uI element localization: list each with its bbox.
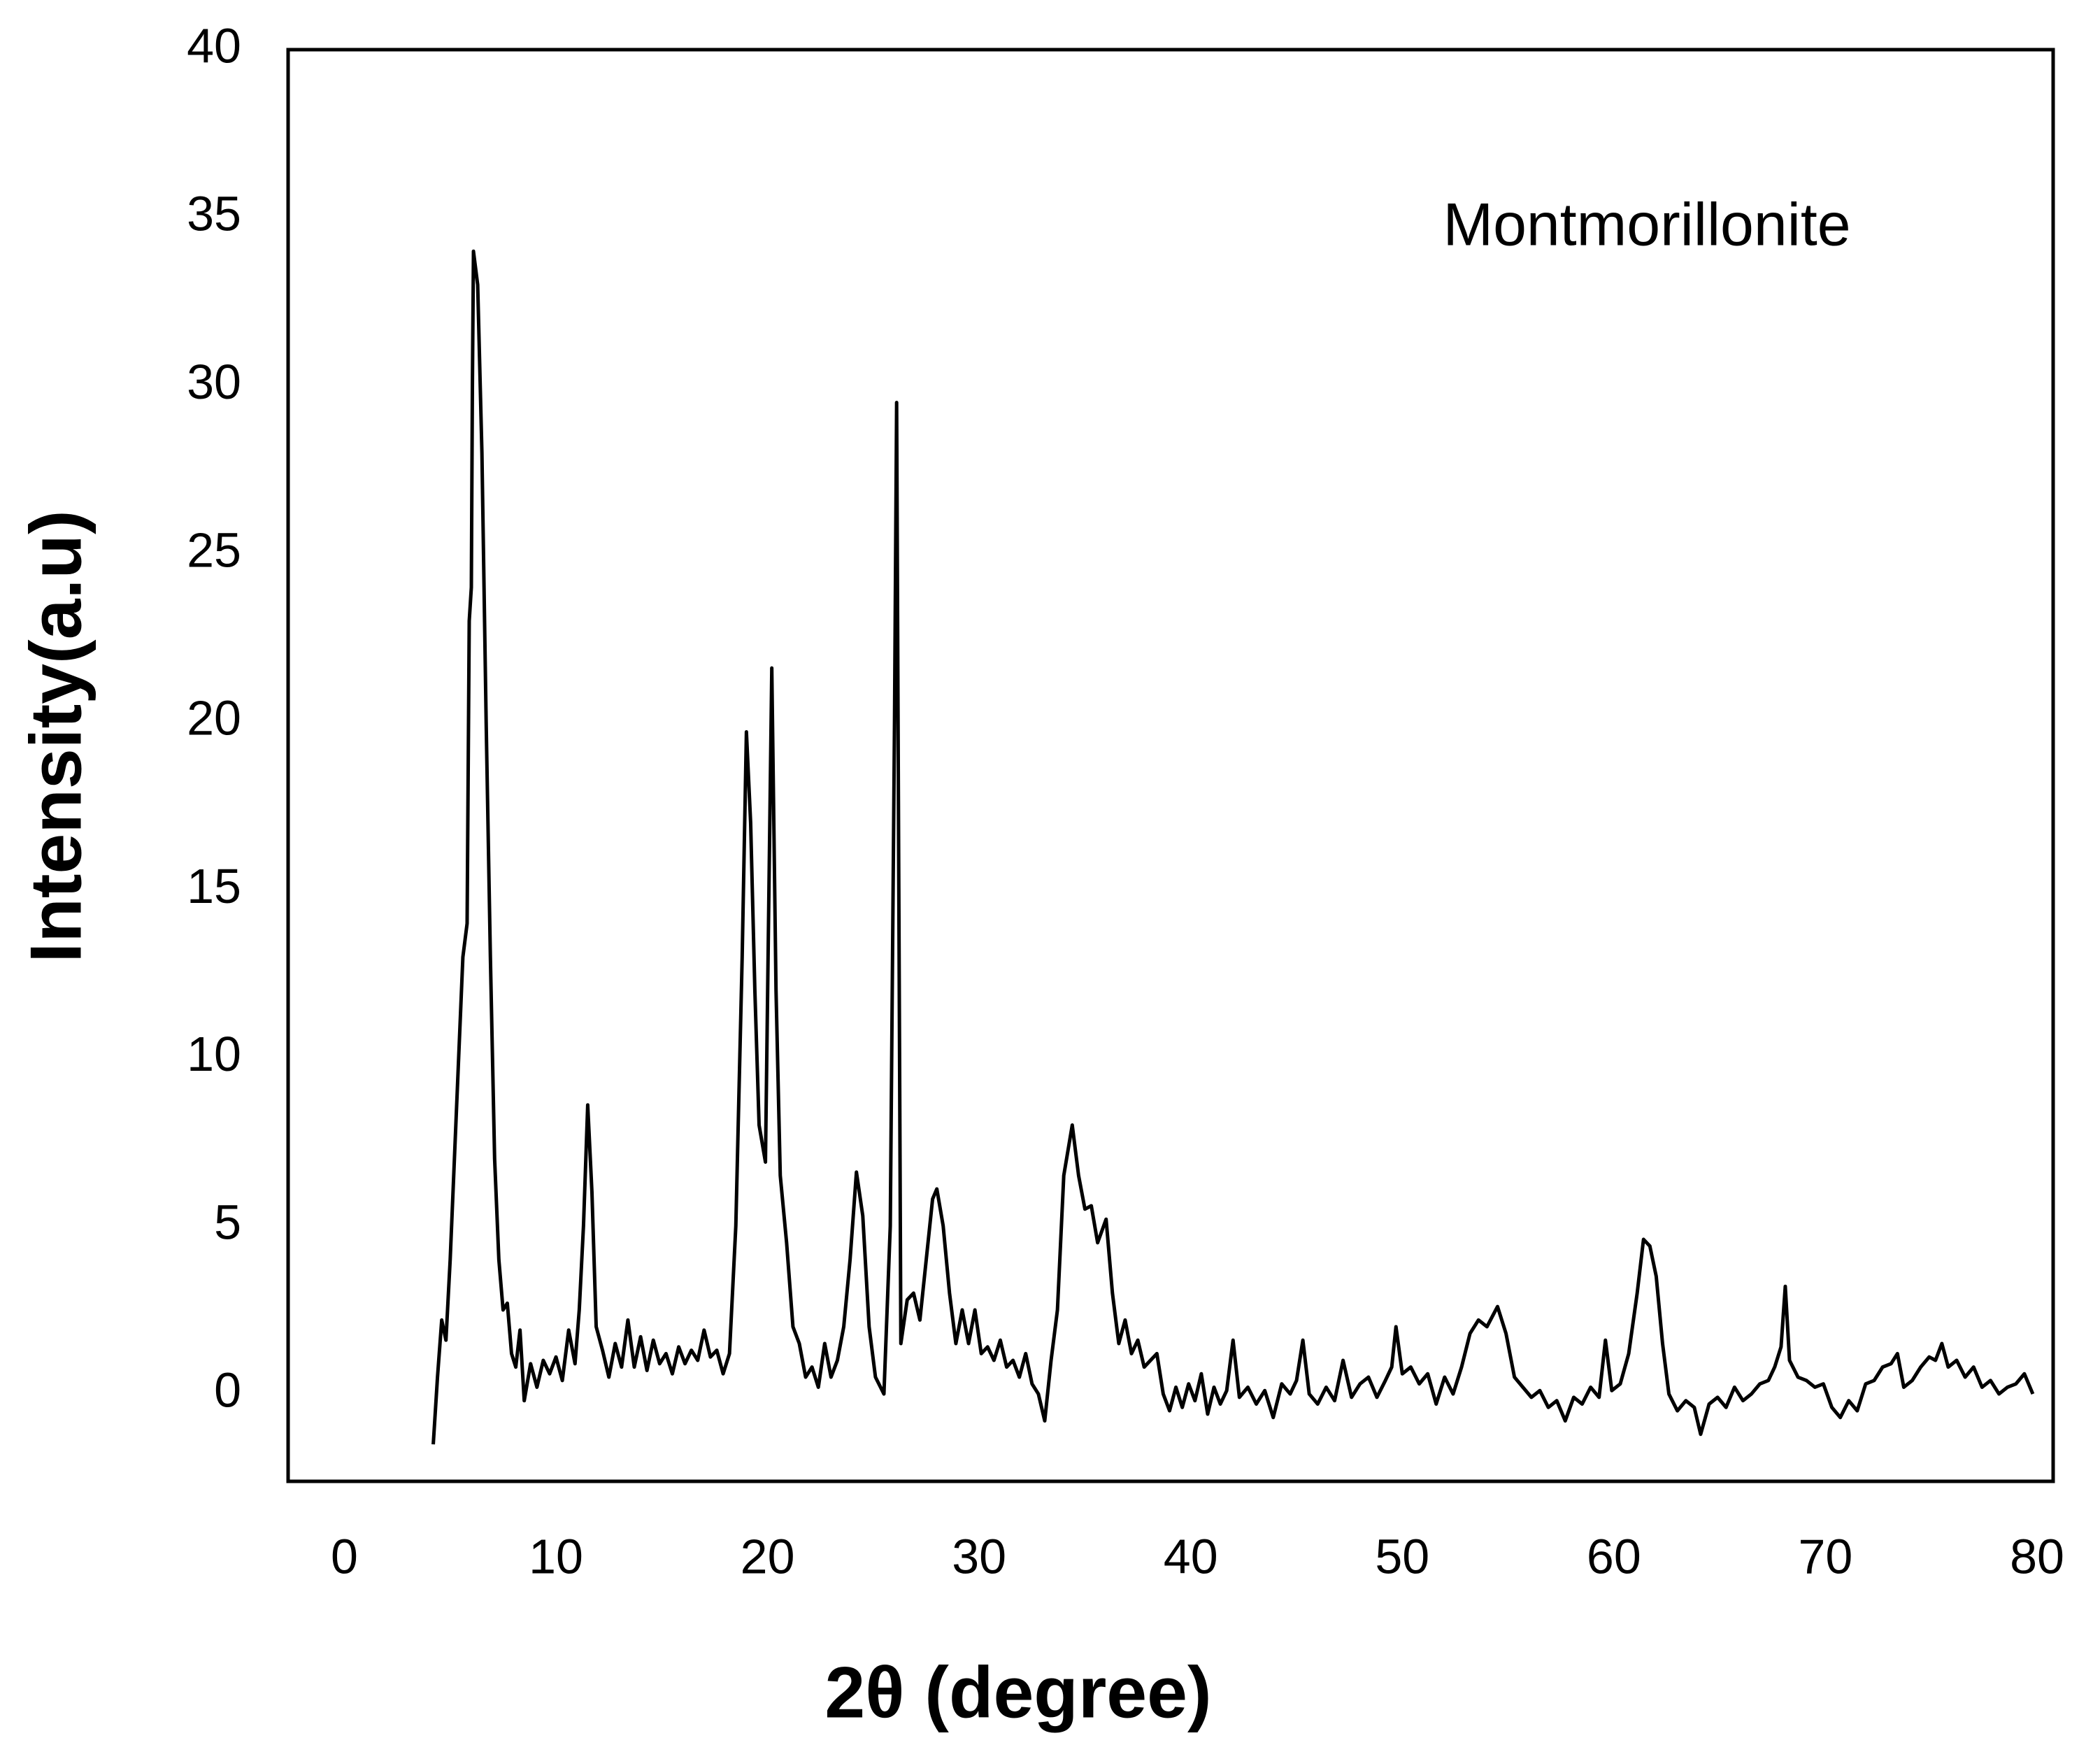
x-tick-label: 60 [1587,1529,1641,1583]
annotation: Montmorillonite [1443,192,1850,259]
y-tick-label: 10 [187,1027,241,1081]
x-tick-label: 40 [1164,1529,1218,1583]
x-tick-label: 10 [529,1529,583,1583]
x-tick-label: 70 [1799,1529,1853,1583]
plot-frame [286,48,2055,1483]
x-tick-label: 80 [2010,1529,2064,1583]
y-tick-label: 15 [187,859,241,913]
y-tick-label: 5 [214,1195,241,1249]
y-tick-label: 25 [187,522,241,577]
x-axis-title: 2θ (degree) [824,1652,1211,1733]
y-tick-label: 35 [187,187,241,241]
x-tick-label: 30 [952,1529,1006,1583]
data-line [431,249,2035,1445]
x-tick-label: 20 [741,1529,795,1583]
y-tick-label: 0 [214,1363,241,1418]
y-tick-label: 30 [187,355,241,409]
x-tick-label: 0 [331,1529,358,1583]
y-tick-label: 20 [187,691,241,746]
x-tick-label: 50 [1375,1529,1429,1583]
y-tick-label: 40 [187,18,241,73]
y-axis-title: Intensity(a.u) [15,510,97,962]
